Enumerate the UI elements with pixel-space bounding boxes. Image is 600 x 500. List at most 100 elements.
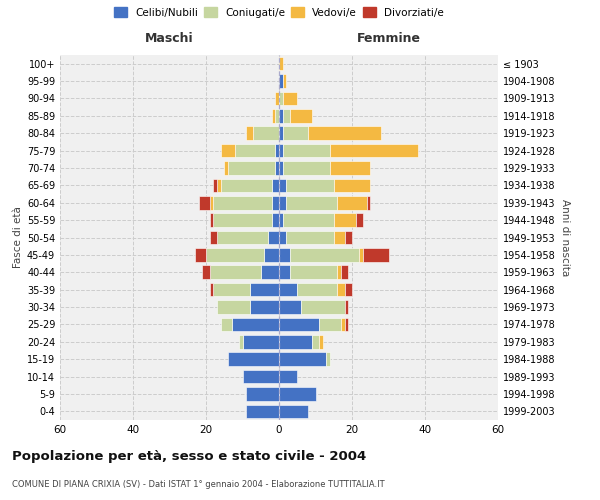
Bar — [209, 230, 217, 244]
Bar — [268, 230, 279, 244]
Bar — [334, 178, 370, 192]
Bar — [337, 266, 341, 279]
Bar — [283, 161, 330, 175]
Bar — [326, 352, 330, 366]
Bar — [344, 230, 352, 244]
Bar — [214, 178, 217, 192]
Bar — [214, 283, 250, 296]
Bar — [228, 352, 279, 366]
Bar — [261, 266, 279, 279]
Bar — [279, 161, 283, 175]
Bar — [275, 144, 279, 158]
Bar — [232, 318, 279, 331]
Bar — [217, 230, 268, 244]
Bar — [209, 283, 214, 296]
Bar — [334, 230, 344, 244]
Bar — [272, 214, 279, 227]
Bar — [209, 196, 214, 209]
Bar — [242, 335, 279, 348]
Bar — [319, 318, 341, 331]
Bar — [279, 404, 308, 418]
Bar — [279, 318, 319, 331]
Y-axis label: Fasce di età: Fasce di età — [13, 206, 23, 268]
Bar — [283, 126, 308, 140]
Bar — [334, 214, 356, 227]
Bar — [214, 214, 272, 227]
Bar — [272, 178, 279, 192]
Bar — [279, 300, 301, 314]
Bar — [341, 266, 349, 279]
Bar — [253, 126, 279, 140]
Bar — [356, 214, 363, 227]
Bar — [221, 318, 232, 331]
Bar — [206, 248, 265, 262]
Bar — [286, 196, 337, 209]
Bar — [217, 178, 221, 192]
Bar — [235, 144, 275, 158]
Bar — [341, 318, 344, 331]
Bar — [195, 248, 206, 262]
Legend: Celibi/Nubili, Coniugati/e, Vedovi/e, Divorziati/e: Celibi/Nubili, Coniugati/e, Vedovi/e, Di… — [114, 8, 444, 18]
Bar — [344, 318, 349, 331]
Text: Maschi: Maschi — [145, 32, 194, 44]
Bar — [344, 283, 352, 296]
Y-axis label: Anni di nascita: Anni di nascita — [560, 199, 569, 276]
Bar — [279, 283, 297, 296]
Bar — [279, 335, 312, 348]
Bar — [246, 126, 253, 140]
Bar — [228, 161, 275, 175]
Bar — [286, 178, 334, 192]
Bar — [279, 266, 290, 279]
Bar — [367, 196, 370, 209]
Bar — [290, 109, 312, 122]
Bar — [202, 266, 209, 279]
Bar — [242, 370, 279, 384]
Bar — [279, 92, 283, 105]
Bar — [301, 300, 344, 314]
Bar — [312, 335, 319, 348]
Bar — [344, 300, 349, 314]
Text: COMUNE DI PIANA CRIXIA (SV) - Dati ISTAT 1° gennaio 2004 - Elaborazione TUTTITAL: COMUNE DI PIANA CRIXIA (SV) - Dati ISTAT… — [12, 480, 385, 489]
Bar — [279, 230, 286, 244]
Bar — [279, 178, 286, 192]
Bar — [265, 248, 279, 262]
Bar — [214, 196, 272, 209]
Bar — [239, 335, 242, 348]
Bar — [279, 74, 283, 88]
Bar — [290, 248, 359, 262]
Bar — [283, 92, 297, 105]
Bar — [275, 161, 279, 175]
Bar — [279, 214, 283, 227]
Bar — [330, 144, 418, 158]
Bar — [290, 266, 337, 279]
Bar — [279, 109, 283, 122]
Bar — [283, 144, 330, 158]
Bar — [297, 283, 337, 296]
Bar — [286, 230, 334, 244]
Bar — [275, 92, 279, 105]
Bar — [246, 404, 279, 418]
Bar — [250, 300, 279, 314]
Bar — [275, 109, 279, 122]
Bar — [217, 300, 250, 314]
Bar — [221, 144, 235, 158]
Bar — [279, 248, 290, 262]
Text: Femmine: Femmine — [356, 32, 421, 44]
Bar — [279, 196, 286, 209]
Bar — [224, 161, 228, 175]
Bar — [272, 196, 279, 209]
Bar — [363, 248, 389, 262]
Bar — [246, 387, 279, 400]
Bar — [279, 144, 283, 158]
Bar — [359, 248, 363, 262]
Bar — [308, 126, 381, 140]
Bar — [221, 178, 272, 192]
Bar — [279, 387, 316, 400]
Bar — [283, 74, 286, 88]
Bar — [199, 196, 209, 209]
Bar — [209, 214, 214, 227]
Bar — [250, 283, 279, 296]
Text: Popolazione per età, sesso e stato civile - 2004: Popolazione per età, sesso e stato civil… — [12, 450, 366, 463]
Bar — [319, 335, 323, 348]
Bar — [337, 196, 367, 209]
